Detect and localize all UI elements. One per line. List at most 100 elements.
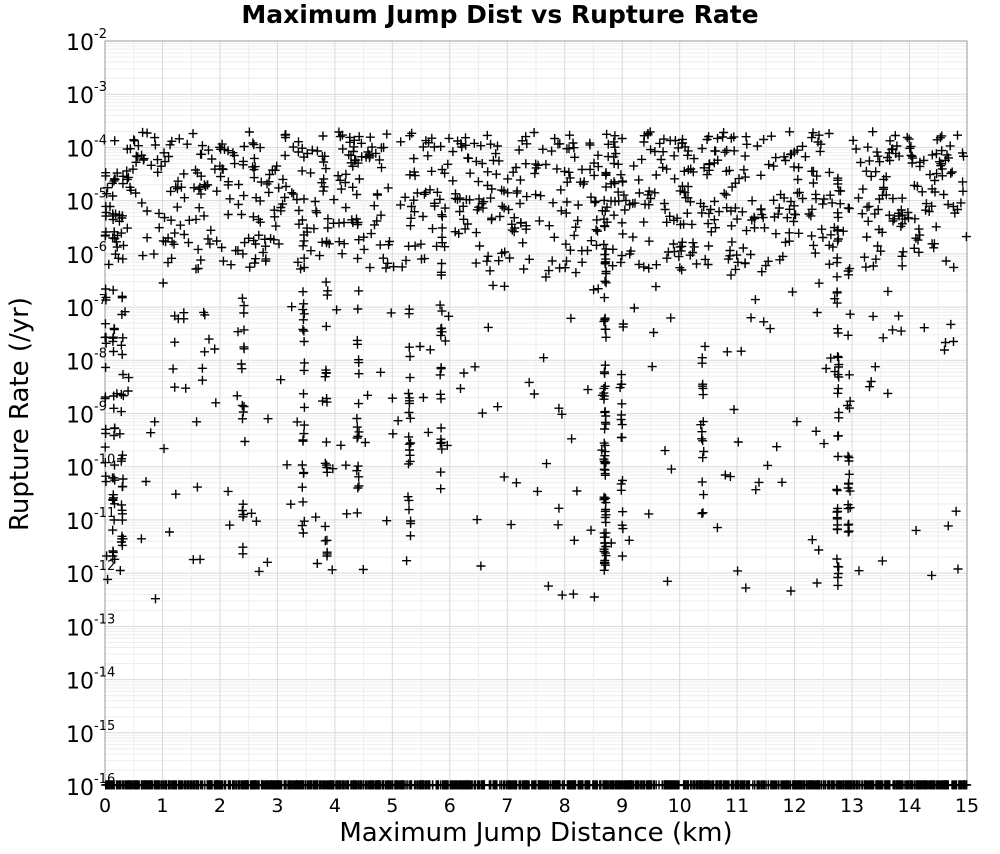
- data-point: [921, 199, 931, 209]
- data-point: [497, 248, 507, 258]
- data-point: [788, 287, 797, 297]
- data-point: [741, 583, 751, 593]
- data-point: [740, 172, 750, 182]
- data-point: [448, 176, 458, 186]
- data-point: [210, 344, 220, 354]
- data-point: [531, 190, 541, 200]
- data-point: [126, 185, 136, 195]
- data-point: [679, 219, 689, 229]
- data-point: [270, 165, 280, 175]
- data-point: [616, 379, 626, 389]
- data-point: [101, 424, 111, 434]
- data-point: [108, 285, 118, 295]
- data-point: [289, 189, 298, 199]
- data-point: [108, 333, 118, 343]
- data-point: [562, 256, 571, 266]
- data-point: [620, 205, 630, 215]
- data-point: [943, 521, 953, 531]
- data-point: [616, 170, 626, 180]
- data-point: [274, 183, 284, 193]
- data-point: [951, 506, 961, 516]
- data-point: [130, 136, 139, 146]
- data-point: [600, 407, 610, 417]
- data-point: [889, 214, 899, 224]
- data-point: [237, 506, 247, 515]
- data-point: [764, 160, 774, 170]
- data-point: [719, 128, 729, 137]
- data-point: [567, 434, 577, 444]
- data-point: [410, 171, 420, 181]
- data-point: [697, 144, 707, 153]
- data-point: [732, 214, 742, 224]
- data-point: [697, 509, 707, 518]
- data-point: [720, 470, 730, 480]
- data-point: [233, 327, 243, 337]
- data-point: [879, 174, 889, 184]
- data-point: [706, 205, 716, 214]
- data-point: [194, 203, 204, 213]
- data-point: [808, 128, 818, 138]
- data-point: [609, 159, 619, 168]
- data-point: [600, 381, 610, 391]
- data-point: [794, 187, 804, 197]
- data-point: [109, 347, 118, 356]
- data-point: [239, 191, 249, 201]
- data-point: [573, 200, 583, 210]
- data-point: [884, 210, 894, 220]
- data-point: [358, 565, 368, 574]
- data-point: [833, 212, 843, 222]
- data-point: [292, 417, 302, 427]
- data-point: [571, 222, 581, 232]
- data-point: [766, 780, 776, 790]
- data-point: [688, 167, 698, 177]
- data-point: [710, 196, 719, 206]
- data-point: [103, 574, 113, 584]
- data-point: [824, 259, 834, 269]
- data-point: [843, 330, 853, 340]
- data-point: [544, 266, 554, 276]
- data-point: [699, 490, 708, 500]
- data-point: [432, 241, 442, 251]
- data-point: [274, 239, 284, 249]
- data-point: [298, 436, 308, 446]
- x-tick-label: 0: [99, 795, 111, 817]
- data-point: [173, 184, 182, 194]
- data-point: [879, 183, 889, 192]
- data-point: [404, 398, 414, 408]
- data-point: [160, 213, 169, 223]
- data-point: [506, 520, 516, 530]
- data-point: [772, 442, 782, 452]
- data-point: [332, 305, 342, 315]
- data-point: [897, 780, 907, 790]
- data-point: [207, 154, 217, 164]
- data-point: [650, 188, 660, 198]
- data-point: [299, 253, 309, 263]
- data-point: [258, 780, 267, 790]
- data-point: [341, 203, 351, 213]
- data-point: [218, 256, 228, 266]
- data-point: [482, 256, 492, 266]
- data-point: [610, 131, 620, 141]
- data-point: [543, 581, 553, 591]
- data-point: [346, 158, 356, 168]
- data-point: [240, 437, 250, 446]
- data-point: [941, 338, 950, 347]
- data-point: [914, 224, 924, 234]
- data-point: [953, 564, 963, 574]
- data-point: [154, 208, 164, 218]
- data-point: [365, 132, 375, 142]
- data-point: [117, 293, 127, 303]
- data-point: [154, 223, 164, 233]
- data-point: [539, 353, 549, 363]
- data-point: [824, 167, 834, 177]
- data-point: [745, 780, 754, 790]
- data-point: [927, 201, 937, 211]
- data-point: [789, 162, 799, 172]
- data-point: [101, 284, 111, 294]
- data-point: [298, 315, 308, 325]
- data-point: [124, 373, 134, 383]
- data-point: [101, 201, 111, 211]
- data-point: [101, 171, 111, 181]
- data-point: [430, 201, 440, 211]
- data-point: [781, 237, 790, 247]
